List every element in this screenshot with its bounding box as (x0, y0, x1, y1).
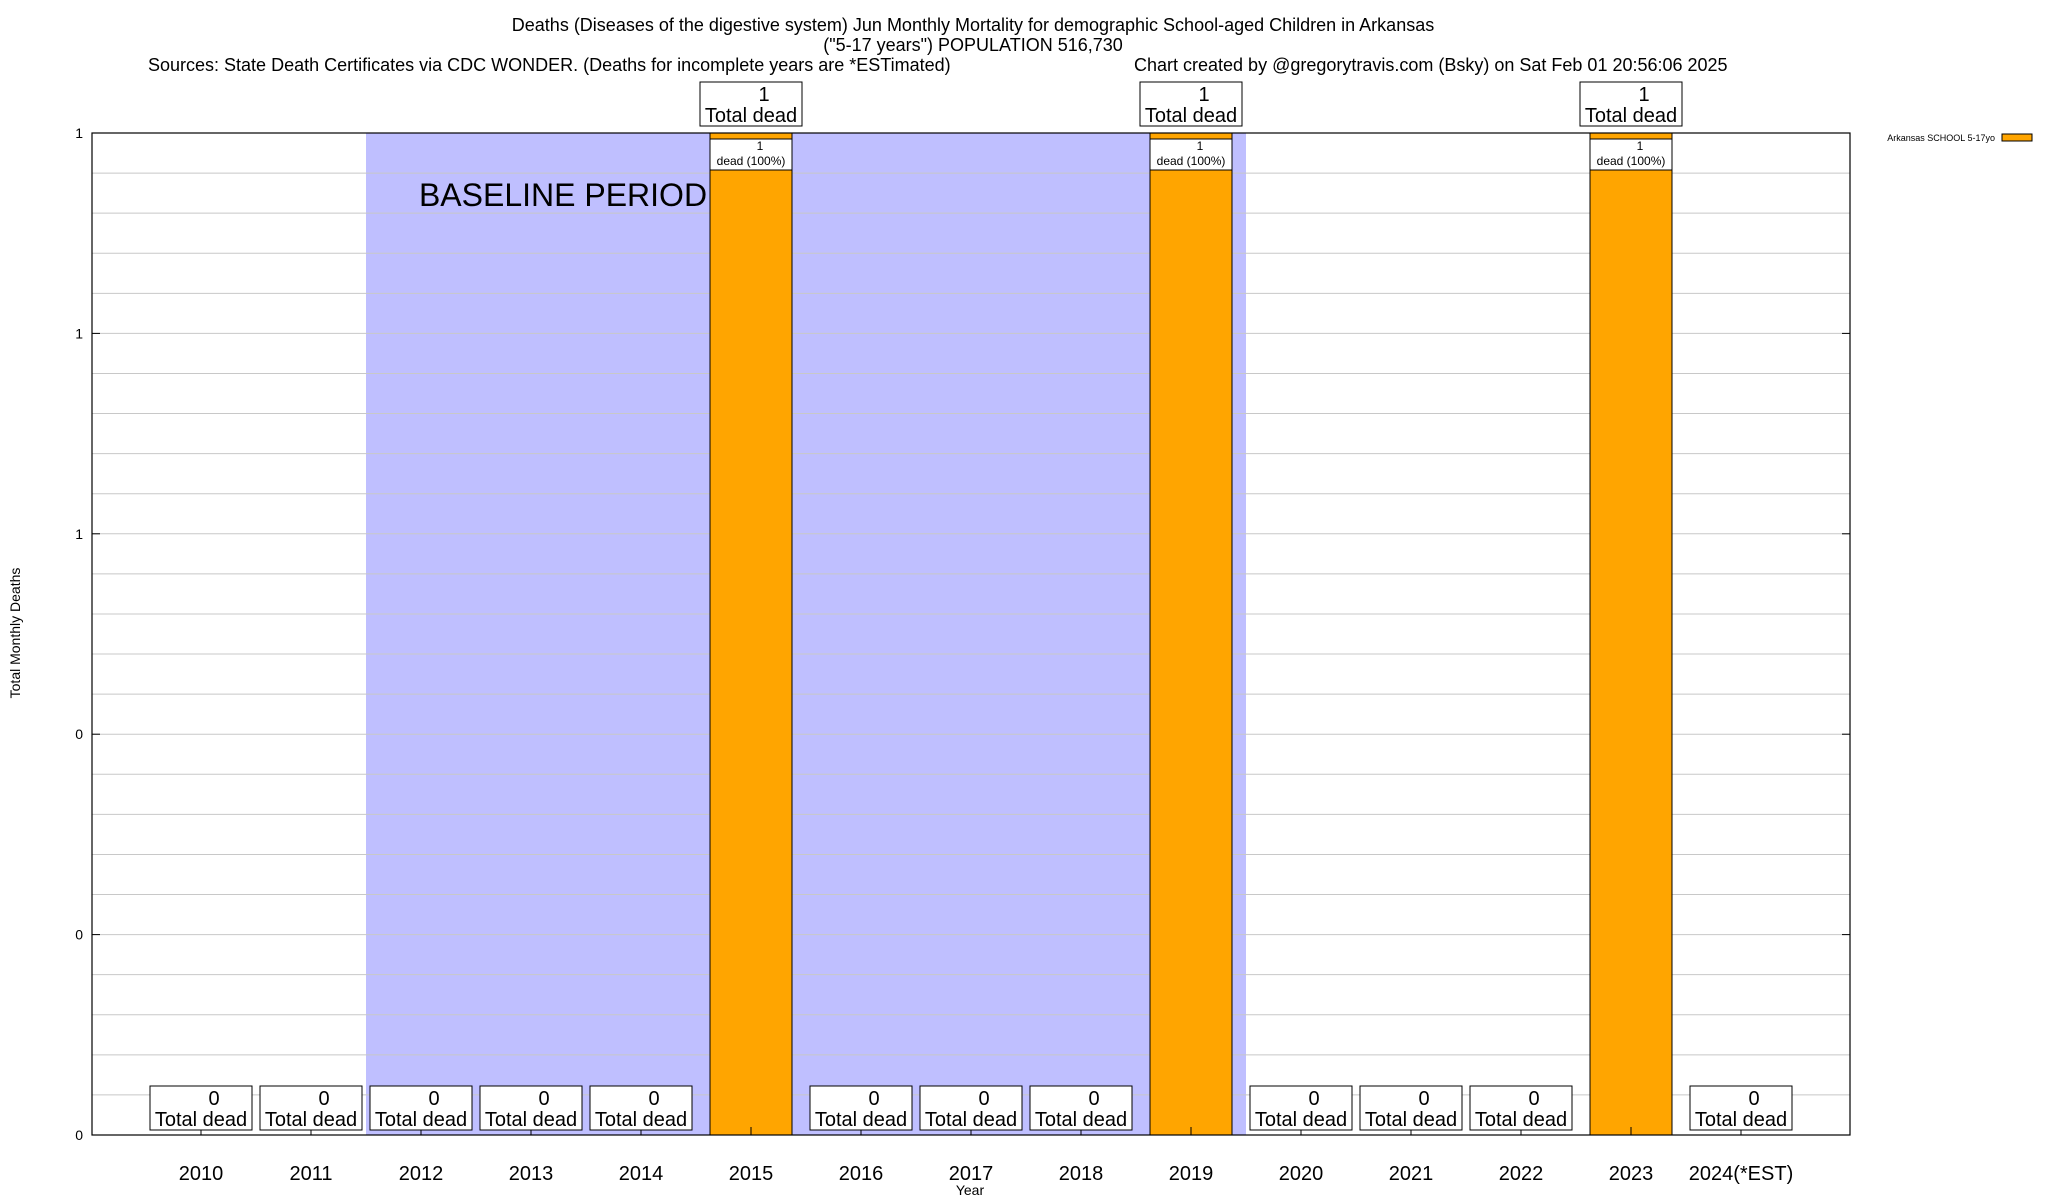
x-tick-label: 2018 (1059, 1163, 1104, 1185)
total-label-count: 1 (758, 84, 769, 106)
x-tick-label: 2010 (179, 1163, 224, 1185)
total-label-box (259, 1085, 363, 1131)
total-label-count: 0 (648, 1088, 659, 1110)
legend-swatch (2001, 133, 2033, 142)
total-label-text: Total dead (1145, 105, 1237, 127)
bar-label-text: dead (100%) (717, 154, 786, 168)
bar-label-box (709, 138, 793, 171)
total-label-box (1139, 81, 1243, 127)
total-label-text: Total dead (1035, 1109, 1127, 1131)
total-label-text: Total dead (705, 105, 797, 127)
baseline-layer (366, 133, 1246, 1135)
total-label-count: 0 (538, 1088, 549, 1110)
total-label-text: Total dead (375, 1109, 467, 1131)
total-label-count: 1 (1638, 84, 1649, 106)
chart-title-line-2: ("5-17 years") POPULATION 516,730 (823, 35, 1123, 55)
bar-label-count: 1 (1197, 139, 1204, 153)
total-label-text: Total dead (1255, 1109, 1347, 1131)
x-tick-label: 2014 (619, 1163, 664, 1185)
total-label-text: Total dead (1695, 1109, 1787, 1131)
total-label-count: 0 (868, 1088, 879, 1110)
total-label-count: 0 (428, 1088, 439, 1110)
total-label-count: 1 (1198, 84, 1209, 106)
total-label-box (1579, 81, 1683, 127)
bar (1589, 132, 1673, 1136)
total-label-box (479, 1085, 583, 1131)
bar-label-box (1589, 138, 1673, 171)
x-tick-label: 2016 (839, 1163, 884, 1185)
total-label-count: 0 (1528, 1088, 1539, 1110)
bar-label-count: 1 (757, 139, 764, 153)
bar-label-count: 1 (1637, 139, 1644, 153)
x-tick-label: 2017 (949, 1163, 994, 1185)
y-tick-label: 1 (75, 526, 83, 542)
x-axis-title: Year (956, 1182, 985, 1198)
total-label-box (589, 1085, 693, 1131)
bar-label-box (1149, 138, 1233, 171)
x-tick-label: 2015 (729, 1163, 774, 1185)
total-label-text: Total dead (485, 1109, 577, 1131)
x-tick-label: 2011 (289, 1163, 332, 1185)
total-label-box (699, 81, 803, 127)
y-axis-title: Total Monthly Deaths (7, 568, 23, 699)
y-tick-label: 1 (75, 325, 83, 341)
y-tick-label: 1 (75, 125, 83, 141)
bar-layer (197, 132, 1745, 1136)
bar (709, 132, 793, 1136)
x-tick-label: 2024(*EST) (1689, 1163, 1794, 1185)
chart-credit: Chart created by @gregorytravis.com (Bsk… (1134, 55, 1728, 75)
total-label-text: Total dead (1585, 105, 1677, 127)
x-tick-label: 2022 (1499, 1163, 1544, 1185)
total-label-text: Total dead (265, 1109, 357, 1131)
total-label-count: 0 (1418, 1088, 1429, 1110)
x-tick-label: 2012 (399, 1163, 444, 1185)
total-label-box (1689, 1085, 1793, 1131)
total-label-text: Total dead (925, 1109, 1017, 1131)
bar (1149, 132, 1233, 1136)
total-label-text: Total dead (1365, 1109, 1457, 1131)
total-label-box (149, 1085, 253, 1131)
x-tick-label: 2019 (1169, 1163, 1214, 1185)
y-tick-label: 0 (75, 1127, 83, 1143)
total-label-count: 0 (978, 1088, 989, 1110)
baseline-label: BASELINE PERIOD (419, 177, 707, 213)
total-label-text: Total dead (815, 1109, 907, 1131)
y-tick-label: 0 (75, 927, 83, 943)
total-label-count: 0 (1088, 1088, 1099, 1110)
x-tick-label: 2021 (1389, 1163, 1434, 1185)
total-label-box (809, 1085, 913, 1131)
x-tick-label: 2013 (509, 1163, 554, 1185)
total-label-box (1359, 1085, 1463, 1131)
total-label-count: 0 (1748, 1088, 1759, 1110)
bar-label-text: dead (100%) (1597, 154, 1666, 168)
y-tick-label: 0 (75, 726, 83, 742)
x-tick-label: 2023 (1609, 1163, 1654, 1185)
x-tick-label: 2020 (1279, 1163, 1324, 1185)
chart-sources: Sources: State Death Certificates via CD… (148, 55, 951, 75)
total-label-box (1249, 1085, 1353, 1131)
bar-label-text: dead (100%) (1157, 154, 1226, 168)
label-layer: BASELINE PERIOD 0 0 0 1 1 1 2010 2011 2012 2013 201… (75, 81, 1794, 1185)
total-label-count: 0 (1308, 1088, 1319, 1110)
total-label-count: 0 (208, 1088, 219, 1110)
total-label-text: Total dead (155, 1109, 247, 1131)
baseline-band (366, 133, 1246, 1135)
total-label-box (369, 1085, 473, 1131)
total-label-box (1469, 1085, 1573, 1131)
total-label-text: Total dead (595, 1109, 687, 1131)
legend: Arkansas SCHOOL 5-17yo (1887, 133, 2033, 143)
total-label-count: 0 (318, 1088, 329, 1110)
total-label-text: Total dead (1475, 1109, 1567, 1131)
total-label-box (919, 1085, 1023, 1131)
total-label-box (1029, 1085, 1133, 1131)
grid-layer (92, 172, 1850, 1096)
frame-layer (91, 132, 1851, 1136)
chart-title-line-1: Deaths (Diseases of the digestive system… (512, 15, 1434, 35)
legend-label: Arkansas SCHOOL 5-17yo (1887, 133, 1995, 143)
